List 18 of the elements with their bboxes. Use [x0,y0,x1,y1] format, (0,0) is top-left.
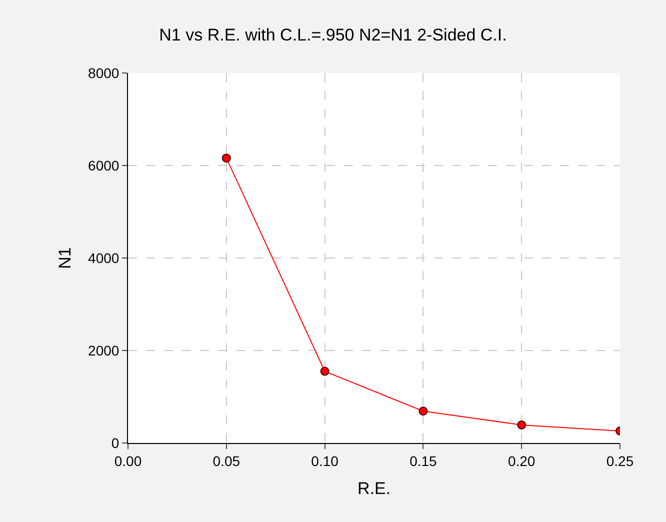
x-tick-label: 0.25 [606,452,634,469]
y-axis-title: N1 [56,247,75,269]
point [418,406,428,416]
y-tick-label: 8000 [88,64,120,81]
x-tick-label: 0.10 [311,452,339,469]
x-tick-label: 0.05 [212,452,240,469]
y-tick-label: 0 [111,434,120,451]
x-tick-label: 0.15 [410,452,438,469]
point [320,366,330,376]
chart-title: N1 vs R.E. with C.L.=.950 N2=N1 2-Sided C.I. [159,26,507,45]
y-tick-label: 4000 [88,250,120,266]
point [517,420,526,430]
x-tick-label: 0.00 [114,452,142,469]
y-tick-label: 6000 [88,157,120,174]
x-axis-title: R.E. [357,479,391,498]
x-tick-label: 0.20 [508,452,536,469]
point [222,154,231,163]
y-tick-label: 2000 [88,342,120,358]
